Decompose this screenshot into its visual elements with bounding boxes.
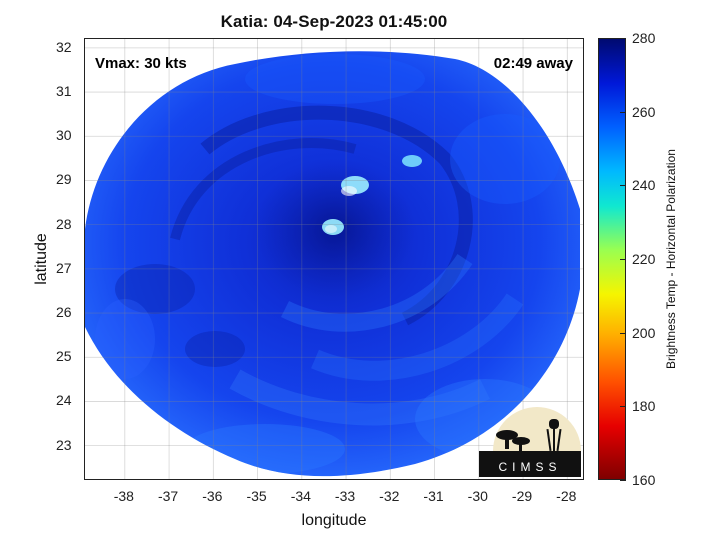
y-tick-label: 32	[56, 38, 72, 55]
y-tick-label: 25	[56, 348, 72, 365]
x-tick-label: -36	[202, 488, 223, 504]
x-tick-label: -30	[467, 488, 488, 504]
colorbar-tick-mark	[620, 332, 626, 334]
x-tick-label: -31	[423, 488, 444, 504]
y-tick-label: 29	[56, 171, 72, 188]
y-axis-label: latitude	[33, 233, 50, 285]
x-tick-label: -35	[246, 488, 267, 504]
y-tick-label: 27	[56, 259, 72, 276]
cimss-logo-text: CIMSS	[498, 460, 561, 474]
colorbar-tick-label: 280	[632, 30, 656, 46]
x-tick-label: -33	[334, 488, 356, 504]
x-tick-label: -38	[113, 488, 134, 504]
grid-overlay	[85, 39, 583, 479]
colorbar-tick-label: 220	[632, 251, 656, 267]
colorbar-tick-label: 200	[632, 324, 656, 341]
colorbar-tick-mark	[620, 111, 626, 113]
colorbar-tick-mark	[620, 259, 626, 260]
y-tick-label: 28	[56, 215, 72, 232]
colorbar-tick-mark	[620, 406, 626, 408]
y-tick-label: 31	[56, 83, 72, 100]
plot-title: Katia: 04-Sep-2023 01:45:00	[220, 12, 448, 31]
time-away-label: 02:49 away	[493, 55, 573, 72]
vmax-label: Vmax: 30 kts	[95, 55, 187, 72]
cimss-logo: CIMSS	[479, 405, 581, 479]
x-tick-label: -28	[556, 488, 577, 504]
colorbar-tick-label: 260	[632, 103, 656, 120]
y-tick-label: 24	[56, 392, 72, 409]
y-tick-label: 23	[56, 436, 72, 453]
colorbar-label: Brightness Temp - Horizontal Polarizatio…	[664, 149, 678, 369]
brightness-temperature-map	[85, 39, 583, 479]
x-tick-label: -32	[379, 488, 400, 504]
y-tick-label: 30	[56, 127, 72, 144]
map-plot-area[interactable]: Vmax: 30 kts 02:49 away CIMSS	[84, 38, 584, 480]
x-tick-label: -29	[511, 488, 533, 504]
x-tick-label: -34	[290, 488, 311, 504]
colorbar-tick-label: 160	[632, 472, 656, 488]
y-tick-label: 26	[56, 304, 72, 321]
colorbar-tick-mark	[620, 185, 626, 187]
colorbar-tick-label: 180	[632, 398, 656, 415]
colorbar-tick-mark	[620, 480, 626, 481]
colorbar-tick-label: 240	[632, 177, 656, 194]
x-tick-label: -37	[157, 488, 179, 504]
x-axis-label: longitude	[301, 512, 367, 529]
colorbar-tick-mark	[620, 38, 626, 39]
